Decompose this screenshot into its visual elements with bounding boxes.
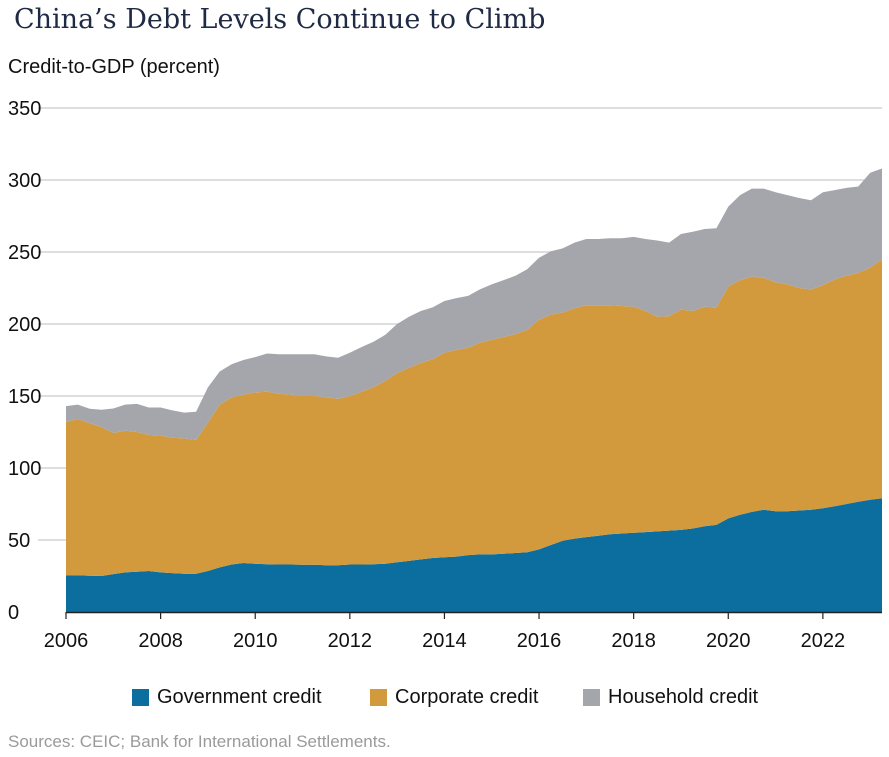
y-tick-100: 100 (8, 458, 41, 480)
legend-item-corporate: Corporate credit (370, 686, 538, 709)
x-tick-2012: 2012 (328, 630, 373, 652)
x-tick-2014: 2014 (422, 630, 467, 652)
legend-label-corporate: Corporate credit (395, 686, 539, 708)
y-tick-150: 150 (8, 386, 41, 408)
y-tick-labels: 0 50 100 150 200 250 300 350 (8, 98, 41, 624)
x-tick-2008: 2008 (138, 630, 183, 652)
x-tick-2016: 2016 (517, 630, 562, 652)
x-tick-2006: 2006 (44, 630, 89, 652)
legend: Government credit Corporate credit House… (0, 686, 889, 714)
y-axis-label: Credit-to-GDP (percent) (8, 56, 220, 78)
x-tick-labels: 2006 2008 2010 2012 2014 2016 2018 2020 2022 (44, 612, 845, 652)
y-tick-50: 50 (8, 530, 30, 552)
x-tick-2020: 2020 (706, 630, 751, 652)
legend-swatch-government (132, 689, 149, 706)
x-tick-2022: 2022 (801, 630, 846, 652)
source-note: Sources: CEIC; Bank for International Se… (8, 732, 391, 751)
area-corporate (66, 259, 882, 576)
stacked-areas (66, 168, 882, 614)
x-tick-2010: 2010 (233, 630, 278, 652)
legend-item-government: Government credit (132, 686, 322, 709)
legend-swatch-household (583, 689, 600, 706)
legend-item-household: Household credit (583, 686, 758, 709)
y-tick-200: 200 (8, 314, 41, 336)
legend-label-government: Government credit (157, 686, 322, 708)
y-tick-0: 0 (8, 602, 19, 624)
y-tick-300: 300 (8, 170, 41, 192)
x-tick-2018: 2018 (611, 630, 656, 652)
chart-title: China’s Debt Levels Continue to Climb (14, 4, 546, 35)
area-household (66, 168, 882, 440)
y-tick-350: 350 (8, 98, 41, 120)
legend-swatch-corporate (370, 689, 387, 706)
area-government (66, 498, 882, 612)
y-tick-250: 250 (8, 242, 41, 264)
legend-label-household: Household credit (608, 686, 759, 708)
